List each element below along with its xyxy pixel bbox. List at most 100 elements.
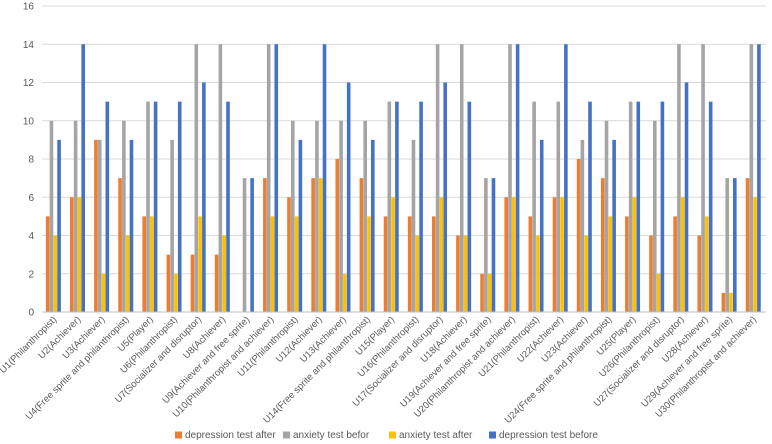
bar-anxiety-test-after-16 bbox=[415, 235, 420, 312]
bar-anxiety-test-after-13 bbox=[343, 273, 347, 312]
bar-depression-test-after-20 bbox=[504, 197, 508, 312]
bar-depression-test-before-6 bbox=[177, 101, 182, 313]
bar-anxiety-test-after-8 bbox=[222, 235, 226, 312]
bar-anxiety-test-befor-21 bbox=[532, 101, 536, 313]
legend-swatch bbox=[389, 431, 396, 439]
bar-depression-test-after-13 bbox=[335, 159, 340, 312]
bar-anxiety-test-befor-16 bbox=[411, 139, 416, 313]
bar-depression-test-before-2 bbox=[81, 44, 85, 312]
bar-depression-test-before-14 bbox=[371, 139, 375, 313]
bar-anxiety-test-befor-29 bbox=[725, 178, 729, 313]
bar-anxiety-test-befor-10 bbox=[266, 44, 271, 312]
bar-depression-test-after-6 bbox=[166, 254, 171, 313]
bar-depression-test-before-7 bbox=[202, 82, 206, 312]
bar-depression-test-after-25 bbox=[625, 216, 629, 313]
bar-depression-test-before-13 bbox=[346, 82, 351, 312]
bar-depression-test-before-5 bbox=[153, 101, 158, 313]
bar-depression-test-after-17 bbox=[432, 216, 436, 313]
y-axis: 0 2 4 6 8 10 12 14 16 bbox=[23, 2, 35, 319]
bar-depression-test-after-5 bbox=[142, 216, 146, 313]
bar-anxiety-test-befor-23 bbox=[580, 139, 585, 313]
bar-anxiety-test-after-12 bbox=[318, 178, 323, 313]
y-tick-label: 8 bbox=[28, 155, 34, 166]
bar-depression-test-after-3 bbox=[94, 139, 98, 313]
bar-anxiety-test-befor-30 bbox=[749, 44, 754, 312]
bar-anxiety-test-befor-24 bbox=[604, 120, 609, 312]
bar-depression-test-after-19 bbox=[480, 273, 484, 312]
legend-label: depression test before bbox=[499, 430, 598, 441]
bar-depression-test-before-3 bbox=[105, 101, 110, 313]
bar-depression-test-before-11 bbox=[298, 139, 303, 313]
bar-anxiety-test-befor-17 bbox=[435, 44, 440, 312]
bar-anxiety-test-befor-22 bbox=[556, 101, 561, 313]
bar-anxiety-test-after-17 bbox=[439, 197, 444, 312]
bar-anxiety-test-befor-14 bbox=[363, 120, 367, 312]
bar-anxiety-test-befor-6 bbox=[170, 139, 174, 313]
bar-depression-test-after-18 bbox=[456, 235, 460, 312]
bar-anxiety-test-after-29 bbox=[729, 292, 733, 313]
legend-swatch bbox=[175, 431, 182, 439]
y-tick-label: 0 bbox=[28, 308, 34, 319]
bar-depression-test-after-16 bbox=[407, 216, 412, 313]
bar-anxiety-test-after-2 bbox=[77, 197, 82, 312]
y-tick-label: 4 bbox=[28, 231, 34, 242]
bar-depression-test-after-1 bbox=[45, 216, 50, 313]
bar-depression-test-before-29 bbox=[733, 178, 737, 313]
bar-depression-test-after-7 bbox=[190, 254, 195, 313]
bar-anxiety-test-befor-4 bbox=[122, 120, 126, 312]
legend: depression test after anxiety test befor a… bbox=[175, 430, 598, 441]
bar-depression-test-before-28 bbox=[708, 101, 713, 313]
bar-depression-test-after-2 bbox=[70, 197, 74, 312]
bar-anxiety-test-after-18 bbox=[463, 235, 468, 312]
bars bbox=[45, 44, 761, 313]
bar-depression-test-before-20 bbox=[515, 44, 520, 312]
legend-label: anxiety test befor bbox=[293, 430, 370, 441]
bar-anxiety-test-after-11 bbox=[294, 216, 299, 313]
bar-anxiety-test-after-27 bbox=[680, 197, 685, 312]
bar-anxiety-test-after-4 bbox=[125, 235, 130, 312]
bar-depression-test-before-26 bbox=[660, 101, 665, 313]
bar-depression-test-before-21 bbox=[539, 139, 544, 313]
bar-depression-test-before-10 bbox=[274, 44, 279, 312]
bar-anxiety-test-after-6 bbox=[174, 273, 178, 312]
bar-anxiety-test-befor-9 bbox=[242, 178, 247, 313]
bar-anxiety-test-befor-1 bbox=[49, 120, 54, 312]
bar-depression-test-before-1 bbox=[57, 139, 61, 313]
bar-anxiety-test-befor-12 bbox=[315, 120, 319, 312]
bar-anxiety-test-befor-20 bbox=[508, 44, 512, 312]
bar-depression-test-before-8 bbox=[226, 101, 230, 313]
bar-anxiety-test-after-22 bbox=[560, 197, 564, 312]
legend-label: depression test after bbox=[185, 430, 276, 441]
bar-depression-test-before-19 bbox=[491, 178, 496, 313]
legend-swatch bbox=[283, 431, 290, 439]
bar-depression-test-before-25 bbox=[636, 101, 641, 313]
bar-depression-test-before-9 bbox=[250, 178, 254, 313]
bar-anxiety-test-befor-15 bbox=[387, 101, 392, 313]
bar-depression-test-before-23 bbox=[588, 101, 592, 313]
bar-anxiety-test-after-23 bbox=[584, 235, 588, 312]
bar-depression-test-after-22 bbox=[552, 197, 557, 312]
bar-depression-test-before-27 bbox=[684, 82, 689, 312]
bar-anxiety-test-after-26 bbox=[656, 273, 661, 312]
bar-depression-test-after-4 bbox=[118, 178, 122, 313]
bar-anxiety-test-after-21 bbox=[536, 235, 540, 312]
bar-anxiety-test-after-19 bbox=[487, 273, 492, 312]
bar-anxiety-test-befor-5 bbox=[146, 101, 150, 313]
bar-anxiety-test-befor-11 bbox=[291, 120, 295, 312]
bar-depression-test-before-15 bbox=[395, 101, 399, 313]
bar-anxiety-test-after-20 bbox=[512, 197, 516, 312]
bar-depression-test-after-12 bbox=[311, 178, 315, 313]
bar-depression-test-after-15 bbox=[383, 216, 388, 313]
legend-label: anxiety test after bbox=[399, 430, 473, 441]
bar-depression-test-before-24 bbox=[612, 139, 616, 313]
bar-depression-test-after-26 bbox=[649, 235, 653, 312]
bar-anxiety-test-befor-27 bbox=[677, 44, 681, 312]
y-tick-label: 10 bbox=[23, 116, 35, 127]
bar-anxiety-test-befor-2 bbox=[73, 120, 78, 312]
bar-anxiety-test-befor-18 bbox=[459, 44, 464, 312]
bar-anxiety-test-after-28 bbox=[705, 216, 709, 313]
y-tick-label: 2 bbox=[28, 269, 34, 280]
bar-anxiety-test-after-1 bbox=[53, 235, 58, 312]
bar-depression-test-after-27 bbox=[673, 216, 677, 313]
